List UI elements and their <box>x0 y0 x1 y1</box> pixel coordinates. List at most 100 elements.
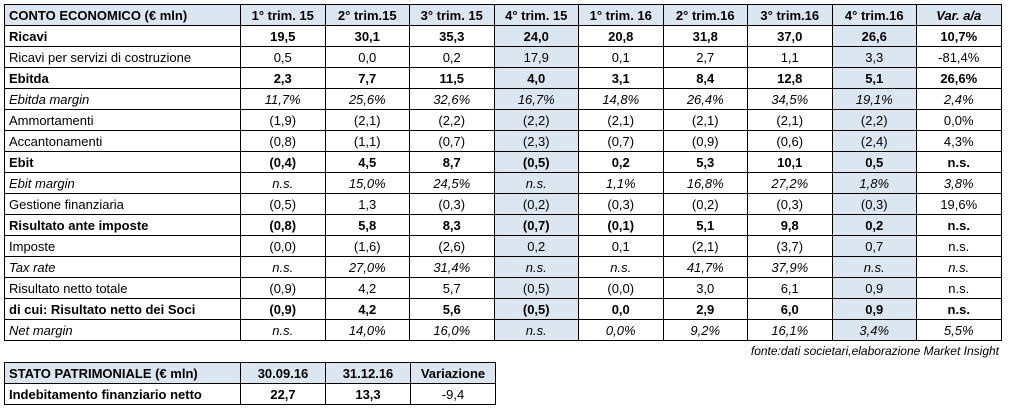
cell: 26,4% <box>662 88 748 110</box>
cell: 11,7% <box>240 88 326 110</box>
cell: (1,6) <box>324 235 410 257</box>
table-row: Ammortamenti (1,9) (2,1) (2,2) (2,2) (2,1) (2,… <box>4 109 1002 131</box>
cell: 5,1 <box>831 67 917 89</box>
cell: (0,9) <box>662 130 748 152</box>
cell: 25,6% <box>324 88 410 110</box>
table-row: Net margin n.s. 14,0% 16,0% n.s. 0,0% 9,2% 16,1… <box>4 319 1002 341</box>
cell: 3,8% <box>916 172 1002 194</box>
cell: 3,3 <box>831 46 917 68</box>
cell: 0,5 <box>831 151 917 173</box>
cell: (2,1) <box>324 109 410 131</box>
cell: (2,1) <box>578 109 664 131</box>
cell: 1,1 <box>747 46 833 68</box>
cell: n.s. <box>240 256 326 278</box>
cell: (2,4) <box>831 130 917 152</box>
table-row: di cui: Risultato netto dei Soci (0,9) 4,2… <box>4 298 1002 320</box>
cell: 3,4% <box>831 319 917 341</box>
cell: 24,5% <box>409 172 495 194</box>
table-row: Indebitamento finanziario netto 22,7 13,3-… <box>4 383 496 405</box>
cell: n.s. <box>916 256 1002 278</box>
cell: 0,2 <box>578 151 664 173</box>
row-label: Ebit <box>4 151 241 173</box>
cell: 0,5 <box>240 46 326 68</box>
cell: 4,2 <box>324 277 410 299</box>
cell: (0,5) <box>493 151 579 173</box>
header-cell: 4° trim.16 <box>831 4 917 26</box>
cell: 0,0 <box>324 46 410 68</box>
row-label: Ricavi <box>4 25 241 47</box>
cell: (0,7) <box>578 130 664 152</box>
cell: 0,1 <box>578 235 664 257</box>
cell: n.s. <box>578 256 664 278</box>
cell: 0,2 <box>409 46 495 68</box>
cell: (0,8) <box>240 130 326 152</box>
cell: 11,5 <box>409 67 495 89</box>
header-cell: Var. a/a <box>916 4 1002 26</box>
cell: 0,2 <box>831 214 917 236</box>
cell: 27,2% <box>747 172 833 194</box>
cell: (0,5) <box>493 277 579 299</box>
cell: n.s. <box>240 172 326 194</box>
header-cell: 1° trim. 16 <box>578 4 664 26</box>
row-label: Tax rate <box>4 256 241 278</box>
cell: 4,0 <box>493 67 579 89</box>
cell: (0,5) <box>240 193 326 215</box>
header-row: STATO PATRIMONIALE (€ mln) 30.09.16 31.12.… <box>4 362 496 384</box>
cell: 13,3 <box>325 383 411 405</box>
table-row: Ebit (0,4) 4,5 8,7 (0,5) 0,2 5,3 10,1 0,5 n.s. <box>4 151 1002 173</box>
cell: n.s. <box>240 319 326 341</box>
cell: (2,1) <box>747 109 833 131</box>
cell: 22,7 <box>240 383 326 405</box>
table-row: Accantonamenti (0,8) (1,1) (0,7) (2,3) (0,7)(… <box>4 130 1002 152</box>
row-label: Ricavi per servizi di costruzione <box>4 46 241 68</box>
source-note: fonte:dati societari,elaborazione Market… <box>750 344 999 358</box>
table-row: Ebitda 2,3 7,7 11,5 4,0 3,1 8,4 12,8 5,1 26,6% <box>4 67 1002 89</box>
cell: (2,3) <box>493 130 579 152</box>
cell: 16,7% <box>493 88 579 110</box>
cell: (2,2) <box>831 109 917 131</box>
cell: (0,3) <box>831 193 917 215</box>
cell: 5,6 <box>409 298 495 320</box>
cell: 10,7% <box>916 25 1002 47</box>
cell: 9,2% <box>662 319 748 341</box>
cell: 5,7 <box>409 277 495 299</box>
header-cell: 3° trim.16 <box>747 4 833 26</box>
cell: (2,1) <box>662 109 748 131</box>
cell: 6,0 <box>747 298 833 320</box>
header-cell: Variazione <box>410 362 496 384</box>
header-cell: 1° trim. 15 <box>240 4 326 26</box>
cell: (0,0) <box>578 277 664 299</box>
table-row: Gestione finanziaria (0,5) 1,3 (0,3) (0,2) (0… <box>4 193 1002 215</box>
cell: -9,4 <box>410 383 496 405</box>
cell: 2,9 <box>662 298 748 320</box>
cell: 0,2 <box>493 235 579 257</box>
cell: 8,4 <box>662 67 748 89</box>
cell: -81,4% <box>916 46 1002 68</box>
row-label: Accantonamenti <box>4 130 241 152</box>
cell: 37,0 <box>747 25 833 47</box>
cell: (0,7) <box>409 130 495 152</box>
cell: 19,5 <box>240 25 326 47</box>
row-label: Ammortamenti <box>4 109 241 131</box>
header-row: CONTO ECONOMICO (€ mln) 1° trim. 15 2° tri… <box>4 4 1002 26</box>
cell: 1,3 <box>324 193 410 215</box>
table-row: Risultato ante imposte (0,8) 5,8 8,3 (0,7) (0… <box>4 214 1002 236</box>
cell: (0,3) <box>747 193 833 215</box>
table-row: Risultato netto totale (0,9) 4,2 5,7 (0,5) (0… <box>4 277 1002 299</box>
cell: (2,2) <box>493 109 579 131</box>
table-row: Ebit margin n.s. 15,0% 24,5% n.s. 1,1% 16,8% 27… <box>4 172 1002 194</box>
cell: 37,9% <box>747 256 833 278</box>
header-cell: 3° trim. 15 <box>409 4 495 26</box>
cell: (0,5) <box>493 298 579 320</box>
cell: (2,6) <box>409 235 495 257</box>
cell: 0,9 <box>831 277 917 299</box>
cell: n.s. <box>916 277 1002 299</box>
cell: 16,8% <box>662 172 748 194</box>
cell: 20,8 <box>578 25 664 47</box>
cell: 1,8% <box>831 172 917 194</box>
table-row: Imposte (0,0) (1,6) (2,6) 0,2 0,1 (2,1) (3,7) 0,… <box>4 235 1002 257</box>
cell: 14,0% <box>324 319 410 341</box>
cell: 2,7 <box>662 46 748 68</box>
cell: 6,1 <box>747 277 833 299</box>
